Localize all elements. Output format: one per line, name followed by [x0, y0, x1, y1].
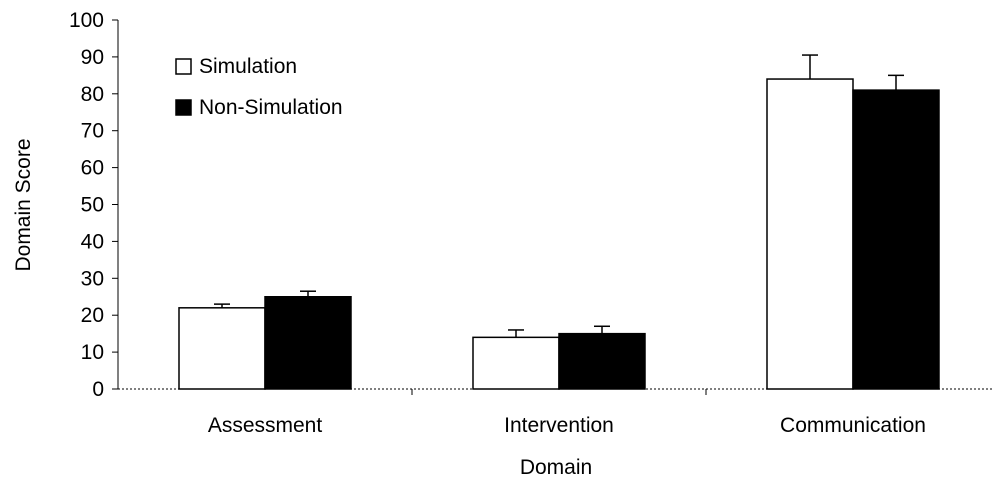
bar-non-simulation [852, 89, 940, 390]
legend-label-non-simulation: Non-Simulation [199, 96, 343, 119]
x-tick-label: Assessment [208, 414, 323, 437]
y-tick-label: 40 [81, 230, 104, 253]
y-tick-label: 100 [69, 9, 104, 32]
x-axis-title: Domain [520, 456, 592, 479]
y-tick-label: 60 [81, 157, 104, 180]
bar-simulation [178, 307, 266, 390]
bar-non-simulation [264, 296, 352, 390]
x-tick-label: Communication [780, 414, 926, 437]
y-tick-label: 90 [81, 46, 104, 69]
y-tick-label: 20 [81, 304, 104, 327]
legend-label-simulation: Simulation [199, 55, 297, 78]
y-tick-label: 80 [81, 83, 104, 106]
bar-simulation [472, 336, 560, 390]
y-tick-label: 50 [81, 194, 104, 217]
plot-area: 0 10 20 30 40 50 60 70 80 90 100 Assessment Interven… [69, 9, 993, 437]
legend-swatch-simulation [175, 58, 192, 75]
bar-non-simulation [558, 332, 646, 390]
legend-swatch-non-simulation [175, 99, 192, 116]
y-tick-label: 70 [81, 120, 104, 143]
bar-simulation [766, 78, 854, 390]
legend: Simulation Non-Simulation [175, 55, 343, 119]
y-tick-label: 0 [92, 378, 104, 401]
x-tick-label: Intervention [504, 414, 614, 437]
y-axis-title: Domain Score [12, 138, 35, 271]
y-tick-label: 10 [81, 341, 104, 364]
y-tick-label: 30 [81, 267, 104, 290]
